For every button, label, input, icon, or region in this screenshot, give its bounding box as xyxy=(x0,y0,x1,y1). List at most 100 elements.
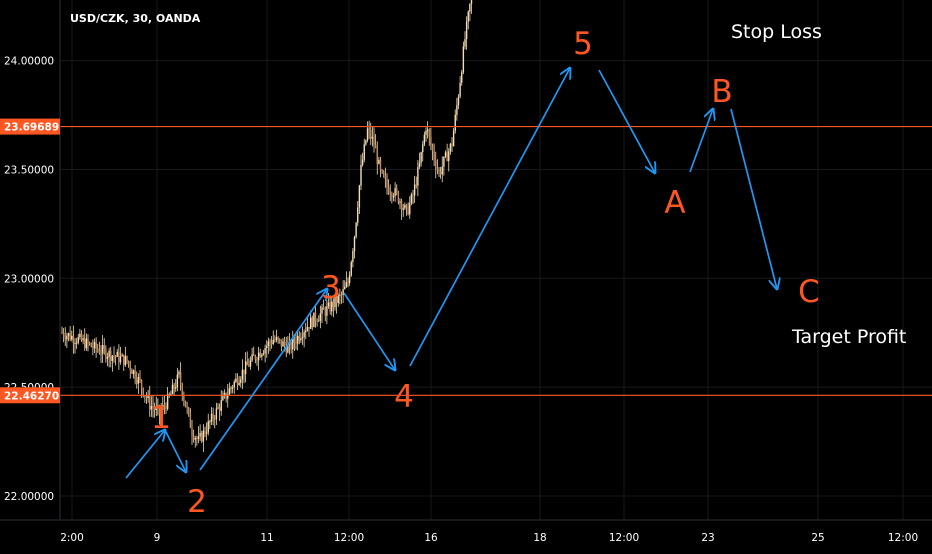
price-level-badge[interactable] xyxy=(0,118,60,135)
candle-body xyxy=(79,333,81,338)
wave-arrow xyxy=(125,430,165,479)
candle-body xyxy=(67,333,70,336)
candle-body xyxy=(407,206,409,215)
candle-body xyxy=(160,410,162,415)
candle-body xyxy=(136,379,138,384)
y-tick-label: 24.00000 xyxy=(4,56,54,68)
x-tick-label: 12:00 xyxy=(334,532,364,544)
candle-body xyxy=(123,354,125,366)
y-tick-label: 22.00000 xyxy=(4,491,54,503)
candle-body xyxy=(418,162,421,168)
candle-body xyxy=(192,435,195,440)
price-axis[interactable]: 22.0000022.5000023.0000023.5000024.00000… xyxy=(0,0,61,520)
candle-body xyxy=(199,433,201,437)
y-tick-label: 23.00000 xyxy=(4,273,54,285)
horizontal-levels[interactable] xyxy=(60,0,932,396)
candle-body xyxy=(205,432,208,434)
time-axis[interactable]: 2:00 9 11 12:00 16 18 12:00 23 25 12:00 xyxy=(0,519,932,550)
candle-body xyxy=(300,338,302,341)
candle-body xyxy=(77,337,79,343)
candle-body xyxy=(222,396,224,401)
candle-body xyxy=(90,343,92,347)
candle-body xyxy=(218,407,221,411)
candle-body xyxy=(370,129,372,139)
candle-body xyxy=(149,395,151,410)
candle-body xyxy=(379,159,382,171)
candle-body xyxy=(381,170,383,172)
candle-body xyxy=(405,204,408,207)
x-tick-label: 9 xyxy=(154,532,161,544)
candle-body xyxy=(171,384,174,395)
candle-body xyxy=(368,128,370,130)
candle-body xyxy=(249,360,252,367)
wave-arrow xyxy=(689,109,713,173)
x-tick-label: 25 xyxy=(811,532,824,544)
candle-body xyxy=(217,407,219,409)
candle-body xyxy=(400,201,403,210)
candle-body xyxy=(454,114,456,131)
candle-body xyxy=(387,187,390,194)
candle-body xyxy=(110,350,112,361)
wave-arrows xyxy=(125,68,777,479)
wave-arrow xyxy=(199,289,327,471)
candle-body xyxy=(431,145,434,152)
x-tick-label: 12:00 xyxy=(888,532,918,544)
candle-body xyxy=(413,184,416,196)
candle-body xyxy=(313,312,315,328)
candle-body xyxy=(166,394,169,409)
candle-body xyxy=(62,332,65,337)
candle-body xyxy=(220,400,222,411)
candle-body xyxy=(97,348,99,350)
candle-body xyxy=(84,338,86,349)
candle-body xyxy=(243,369,245,375)
candle-body xyxy=(197,436,200,439)
candle-body xyxy=(194,438,196,440)
candle-body xyxy=(334,296,336,308)
candle-body xyxy=(378,159,380,164)
candle-body xyxy=(165,406,167,409)
candle-body xyxy=(191,427,193,436)
candle-body xyxy=(352,251,354,263)
candle-body xyxy=(457,96,460,106)
candle-body xyxy=(74,342,76,344)
candle-body xyxy=(399,201,401,203)
candle-body xyxy=(233,381,235,388)
wave-label: C xyxy=(798,274,820,310)
candle-body xyxy=(153,408,156,411)
candle-body xyxy=(134,370,136,380)
candle-body xyxy=(259,352,261,357)
candle-body xyxy=(118,351,120,363)
candle-body xyxy=(430,136,432,146)
x-tick-label: 23 xyxy=(701,532,714,544)
candle-body xyxy=(409,203,411,215)
candle-body xyxy=(144,395,146,397)
candle-body xyxy=(316,321,318,323)
price-level-badge[interactable] xyxy=(0,387,60,404)
stop-loss-label: Stop Loss xyxy=(731,21,822,43)
candle-body xyxy=(246,361,248,366)
candle-body xyxy=(417,167,419,186)
candle-body xyxy=(101,345,104,354)
candle-body xyxy=(100,353,102,355)
candle-body xyxy=(342,289,344,295)
candle-body xyxy=(465,21,468,40)
price-level-label: 23.69689 xyxy=(4,122,59,134)
candle-body xyxy=(69,333,71,340)
candle-body xyxy=(223,392,226,397)
candle-body xyxy=(365,140,367,145)
candle-body xyxy=(376,148,378,164)
wave-label: 2 xyxy=(187,484,207,520)
candle-body xyxy=(189,412,192,428)
candle-body xyxy=(339,294,341,296)
candle-body xyxy=(392,196,395,198)
candle-body xyxy=(425,130,427,135)
price-level-label: 22.46270 xyxy=(4,390,59,402)
candle-body xyxy=(108,350,110,357)
candle-body xyxy=(451,143,453,147)
candle-body xyxy=(119,356,122,363)
candle-body xyxy=(66,335,68,340)
candle-body xyxy=(428,129,430,137)
candle-body xyxy=(433,151,435,161)
